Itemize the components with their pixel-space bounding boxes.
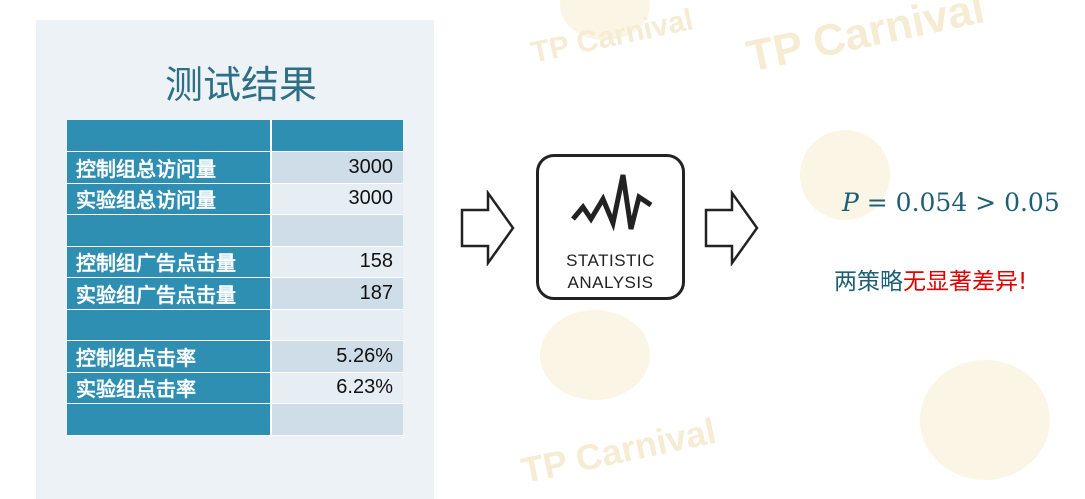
row-label [67,214,272,247]
right-arrow-icon [460,190,515,266]
conclusion-end: ! [1018,269,1028,295]
row-value [271,120,403,152]
panel-title: 测试结果 [164,63,317,107]
row-value [271,403,403,436]
watermark-text: TP Carnival [528,3,697,70]
p-value-formula: P = 0.054 > 0.05 [842,188,1060,217]
row-label [67,309,272,341]
results-table: 控制组总访问量 3000 实验组总访问量 3000 控制组广告点击量 158 实验组广告点击… [67,120,403,436]
row-label: 实验组广告点击量 [67,277,272,310]
watermark-face [560,0,650,40]
row-label: 实验组点击率 [67,372,272,404]
p-symbol: P [842,188,859,217]
row-value: 158 [271,246,403,278]
row-value: 3000 [271,183,403,215]
p-expression: = 0.054 > 0.05 [858,188,1060,217]
conclusion-highlight: 无显著差异 [903,269,1018,295]
table-row: 实验组广告点击量 187 [67,277,403,310]
table-row: 控制组点击率 5.26% [67,340,403,373]
watermark-face [540,310,650,400]
box-line-1: STATISTIC [566,251,655,270]
watermark-text: TP Carnival [742,0,989,82]
table-row: 控制组广告点击量 158 [67,246,403,278]
watermark-face [920,360,1050,480]
table-row: 控制组总访问量 3000 [67,151,403,184]
waveform-icon [571,174,653,232]
row-label [67,120,272,152]
table-row [67,309,403,341]
table-row: 实验组总访问量 3000 [67,183,403,215]
table-row [67,214,403,247]
box-line-2: ANALYSIS [567,273,654,292]
row-value: 3000 [271,151,403,184]
row-label: 实验组总访问量 [67,183,272,215]
row-label [67,403,272,436]
conclusion-text: 两策略无显著差异! [834,262,1027,296]
right-arrow-icon [704,190,759,266]
row-value [271,214,403,247]
row-label: 控制组点击率 [67,340,272,373]
row-value: 187 [271,277,403,310]
statistic-analysis-box: STATISTIC ANALYSIS [536,154,685,300]
conclusion-normal: 两策略 [834,269,903,295]
row-label: 控制组广告点击量 [67,246,272,278]
watermark-text: TP Carnival [517,409,720,492]
table-row [67,403,403,436]
table-row [67,120,403,152]
row-value: 6.23% [271,372,403,404]
row-value [271,309,403,341]
table-row: 实验组点击率 6.23% [67,372,403,404]
row-value: 5.26% [271,340,403,373]
row-label: 控制组总访问量 [67,151,272,184]
